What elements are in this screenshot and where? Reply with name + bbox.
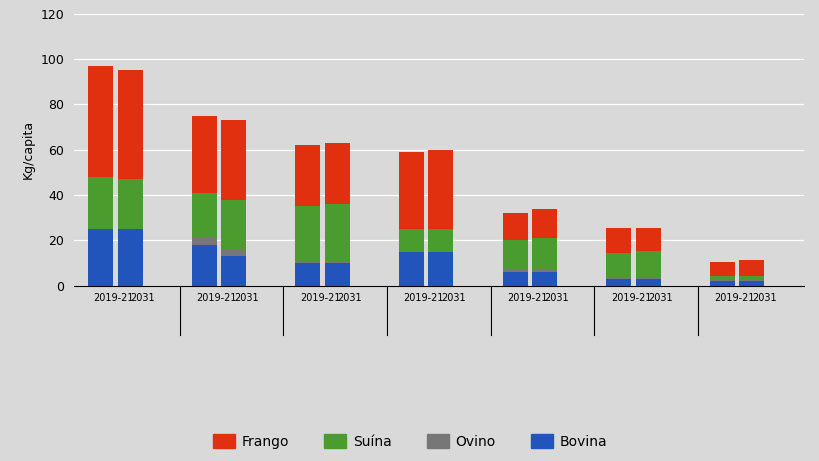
Bar [117, 71, 143, 179]
Bar [324, 261, 350, 263]
Bar [709, 276, 734, 280]
Bar [532, 238, 556, 270]
Bar [88, 177, 113, 229]
Y-axis label: Kg/capita: Kg/capita [21, 120, 34, 179]
Bar [502, 270, 527, 272]
Bar [605, 253, 631, 278]
Bar [739, 260, 763, 276]
Bar [192, 193, 216, 238]
Bar [739, 276, 763, 280]
Bar [88, 66, 113, 177]
Bar [709, 262, 734, 276]
Bar [739, 281, 763, 286]
Bar [295, 263, 320, 286]
Bar [221, 200, 246, 249]
Bar [605, 279, 631, 286]
Bar [399, 152, 423, 229]
Bar [709, 280, 734, 281]
Bar [399, 229, 423, 252]
Bar [295, 261, 320, 263]
Bar [532, 270, 556, 272]
Bar [502, 272, 527, 286]
Bar [221, 256, 246, 286]
Bar [192, 245, 216, 286]
Bar [192, 116, 216, 193]
Bar [532, 209, 556, 238]
Bar [739, 280, 763, 281]
Bar [221, 120, 246, 200]
Bar [221, 249, 246, 256]
Bar [532, 272, 556, 286]
Bar [605, 228, 631, 253]
Bar [635, 279, 660, 286]
Bar [428, 150, 453, 229]
Bar [502, 213, 527, 241]
Bar [324, 204, 350, 261]
Bar [324, 263, 350, 286]
Bar [399, 252, 423, 286]
Bar [709, 281, 734, 286]
Bar [295, 207, 320, 261]
Bar [117, 179, 143, 229]
Bar [324, 143, 350, 204]
Bar [428, 252, 453, 286]
Bar [635, 251, 660, 278]
Bar [635, 278, 660, 279]
Bar [605, 278, 631, 279]
Bar [635, 228, 660, 251]
Legend: Frango, Suína, Ovino, Bovina: Frango, Suína, Ovino, Bovina [206, 428, 613, 454]
Bar [502, 241, 527, 270]
Bar [88, 229, 113, 286]
Bar [192, 238, 216, 245]
Bar [117, 229, 143, 286]
Bar [428, 229, 453, 252]
Bar [295, 145, 320, 207]
